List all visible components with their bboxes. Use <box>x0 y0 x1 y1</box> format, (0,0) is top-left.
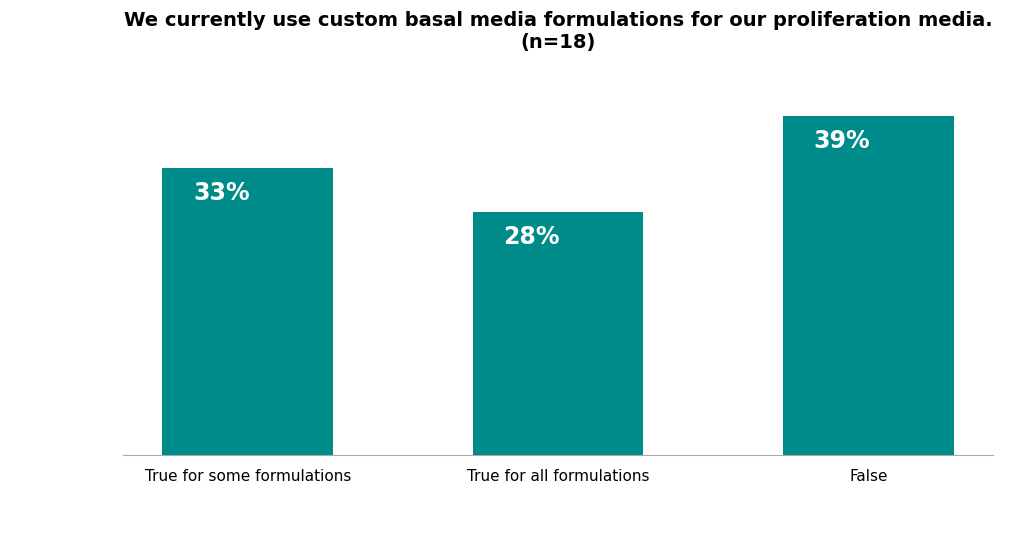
Text: 39%: 39% <box>814 129 870 154</box>
Text: 33%: 33% <box>194 181 250 205</box>
Bar <box>163 169 333 455</box>
Bar <box>783 116 953 455</box>
Title: We currently use custom basal media formulations for our proliferation media.
(n: We currently use custom basal media form… <box>124 11 992 51</box>
Bar <box>473 212 643 455</box>
Text: 28%: 28% <box>504 225 560 249</box>
